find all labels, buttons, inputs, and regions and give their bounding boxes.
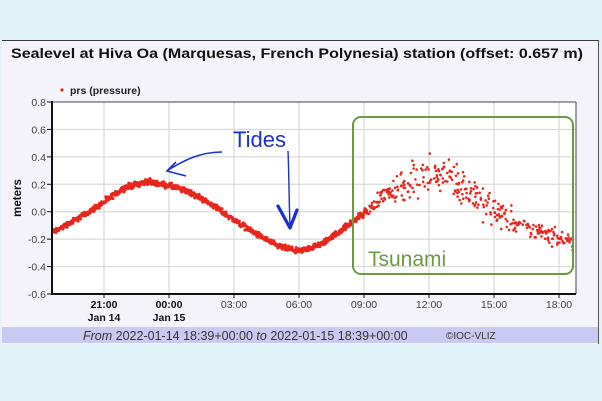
- gridlines: [52, 102, 576, 294]
- data-points: [52, 152, 575, 255]
- y-tick-label: -0.6: [28, 289, 46, 301]
- y-axis-label: meters: [12, 179, 24, 217]
- y-tick-label: -0.2: [28, 234, 46, 246]
- footer-band: [2, 327, 598, 343]
- from-label: From: [83, 329, 112, 343]
- plot-area: [52, 102, 576, 294]
- x-tick-label: 00:00: [156, 299, 183, 311]
- legend-label[interactable]: prs (pressure): [70, 85, 141, 97]
- x-tick-date: Jan 15: [153, 312, 186, 324]
- tides-arrowhead-down-icon: [276, 204, 299, 230]
- tides-annotation: Tides: [233, 127, 286, 152]
- x-tick-label: 12:00: [416, 299, 442, 311]
- date-range: From 2022-01-14 18:39+00:00 to 2022-01-1…: [83, 329, 408, 343]
- x-tick-label: 15:00: [481, 299, 507, 311]
- x-tick-label: 06:00: [286, 299, 312, 311]
- from-value: 2022-01-14 18:39+00:00: [116, 329, 253, 343]
- x-tick-label: 03:00: [221, 299, 247, 311]
- tides-arrow-left-icon: [167, 151, 223, 171]
- x-tick-label: 18:00: [546, 299, 572, 311]
- credit-link[interactable]: ©IOC-VLIZ: [446, 331, 496, 342]
- tsunami-box: [352, 116, 574, 275]
- x-tick-date: Jan 14: [88, 312, 121, 324]
- y-tick-label: 0.4: [31, 152, 46, 164]
- y-tick-label: 0.2: [31, 179, 46, 191]
- x-tick-label: 21:00: [91, 299, 118, 311]
- y-tick-label: 0.0: [31, 207, 46, 219]
- tides-arrow-down-icon: [287, 150, 291, 227]
- y-tick-label: 0.6: [31, 124, 46, 136]
- y-axis-ticks: 0.8 0.6 0.4 0.2 0.0 -0.2 -0.4 -0.6: [28, 97, 52, 301]
- tsunami-annotation: Tsunami: [368, 248, 446, 271]
- legend-marker-icon: [60, 88, 64, 92]
- y-tick-label: -0.4: [28, 262, 46, 274]
- y-tick-label: 0.8: [31, 97, 46, 109]
- to-value: 2022-01-15 18:39+00:00: [270, 329, 407, 343]
- tides-arrowhead-left-icon: [165, 161, 187, 177]
- to-label: to: [256, 329, 266, 343]
- x-tick-label: 09:00: [351, 299, 377, 311]
- chart-title: Sealevel at Hiva Oa (Marquesas, French P…: [11, 45, 583, 61]
